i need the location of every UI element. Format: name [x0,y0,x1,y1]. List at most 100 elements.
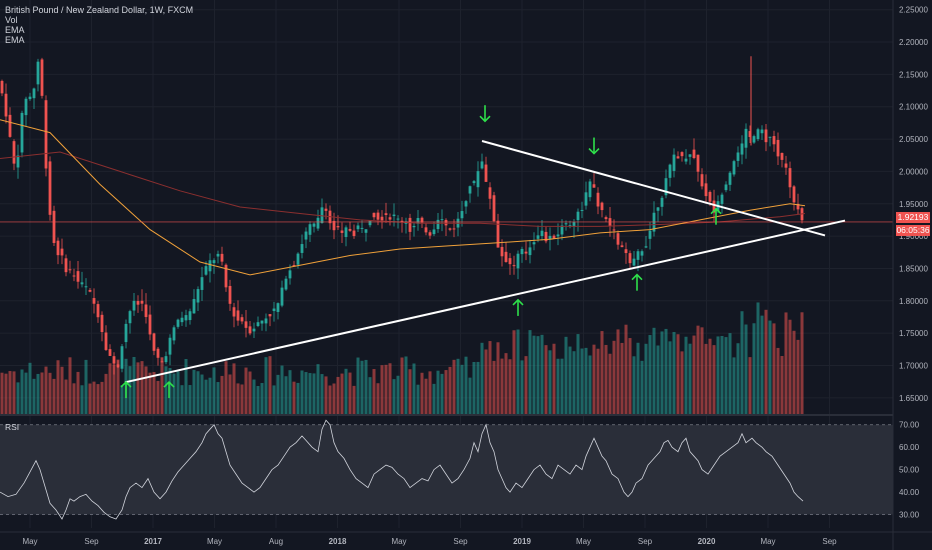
candle-body [300,244,304,253]
candle-body [188,311,192,321]
candle-body [312,223,316,227]
candle-body [476,171,480,188]
candle-body [680,152,684,157]
candle-body [636,251,640,260]
candle-body [648,230,652,239]
candle-body [232,307,236,317]
candle-body [504,251,508,262]
candle-body [480,161,484,169]
volume-bar [204,379,208,414]
candle-body [444,219,448,226]
ema-indicator-label-2[interactable]: EMA [5,35,25,45]
candle-body [548,235,552,240]
volume-bar [144,366,148,414]
up-arrow-icon [512,298,524,316]
candle-body [744,128,748,148]
rsi-pane [0,419,893,520]
candle-body [32,88,36,99]
candle-body [792,186,796,203]
candle-body [596,192,600,207]
volume-bar [408,369,412,414]
volume-bar [68,357,72,414]
volume-bar [708,338,712,414]
candle-body [264,318,268,324]
volume-bar [560,358,564,414]
volume-bar [584,347,588,414]
rsi-label[interactable]: RSI [5,422,20,432]
candle-body [568,225,572,227]
candle-body [208,260,212,272]
price-tick-label: 1.95000 [899,200,928,209]
volume-bar [652,327,656,414]
volume-bar [680,351,684,414]
candle-body [788,168,792,188]
price-tick-label: 1.65000 [899,394,928,403]
volume-bar [256,385,260,414]
price-tick-label: 1.90000 [899,232,928,241]
candle-body [96,304,100,318]
candle-body [12,141,16,164]
volume-bar [336,376,340,414]
volume-bar [84,359,88,414]
volume-bar [544,345,548,414]
ema-slow-line [0,151,806,227]
rsi-tick-label: 40.00 [899,488,920,497]
volume-bar [748,357,752,414]
candle-body [588,181,592,198]
volume-bar [740,311,744,414]
rsi-tick-label: 70.00 [899,421,920,430]
candle-body [740,143,744,155]
candle-body [756,129,760,140]
candle-body [68,269,72,271]
vol-indicator-label[interactable]: Vol [5,15,18,25]
time-tick-label: Sep [822,537,837,546]
volume-bar [532,335,536,414]
volume-bar [348,372,352,414]
volume-bar [564,336,568,414]
candle-body [344,227,348,238]
volume-bar [88,383,92,414]
candle-body [220,253,224,262]
volume-bar [48,372,52,414]
volume-bar [420,372,424,414]
candle-body [360,227,364,229]
volume-bar [232,363,236,414]
rsi-band [0,424,893,515]
candle-body [552,235,556,239]
volume-bar [368,377,372,414]
candle-body [148,314,152,335]
candle-body [768,136,772,138]
candle-body [644,246,648,248]
volume-bar [52,378,56,414]
candle-body [420,217,424,223]
candle-body [576,211,580,221]
candle-body [632,258,636,266]
volume-bar [4,373,8,414]
volume-bar [692,335,696,414]
volume-bar [788,319,792,414]
candle-body [192,299,196,314]
volume-bar [604,344,608,414]
volume-bar [768,320,772,414]
volume-bar [388,363,392,414]
ema-indicator-label-1[interactable]: EMA [5,25,25,35]
candle-body [412,225,416,228]
volume-bar [128,366,132,414]
volume-bar [116,359,120,414]
candle-body [468,186,472,194]
candle-body [384,213,388,215]
volume-bar [548,350,552,414]
volume-bars [0,302,804,414]
volume-bar [556,358,560,414]
candle-body [8,114,12,137]
volume-bar [756,302,760,414]
candle-body [380,216,384,221]
volume-bar [0,372,4,414]
volume-bar [452,359,456,414]
volume-bar [40,372,44,414]
candle-body [604,217,608,220]
volume-bar [20,369,24,414]
volume-bar [668,341,672,414]
volume-bar [616,329,620,414]
